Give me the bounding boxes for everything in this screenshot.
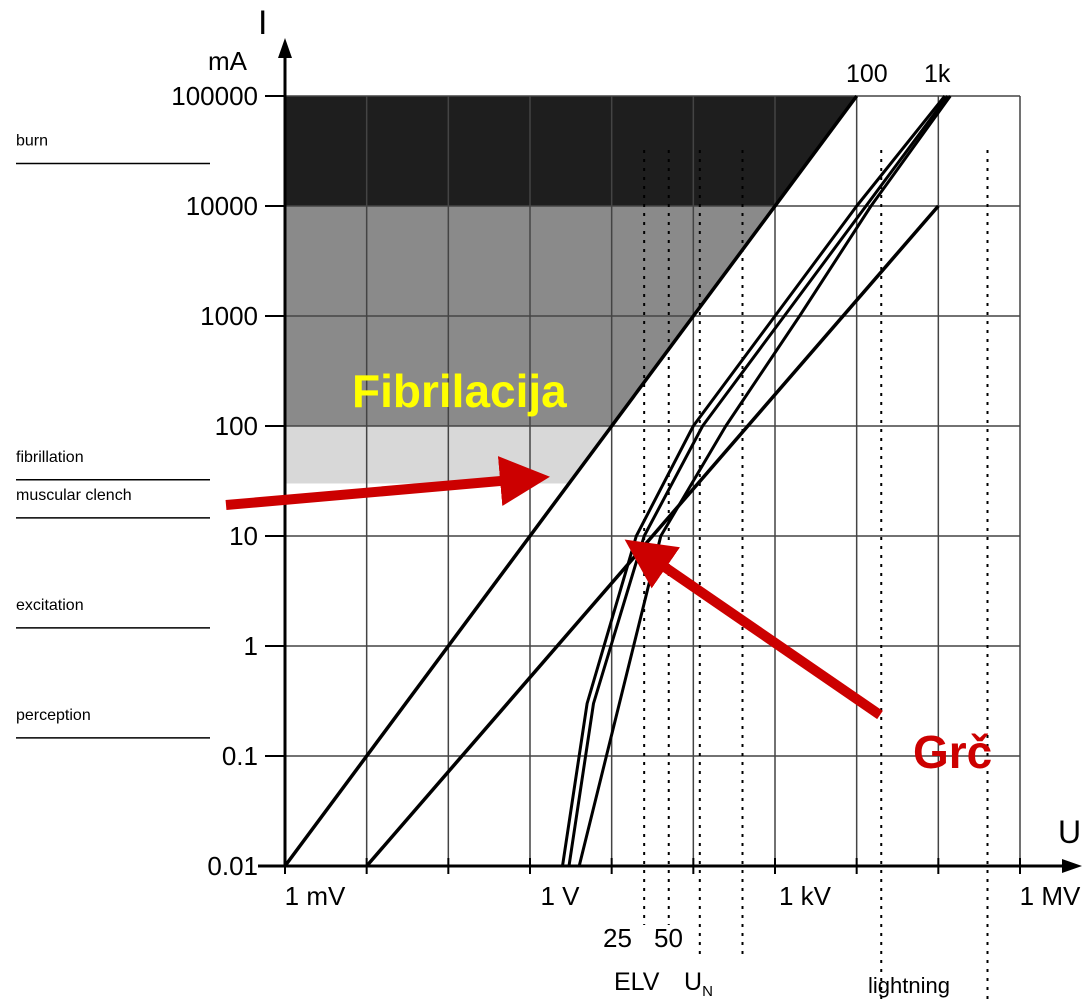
x-tick-label: 1 MV bbox=[1020, 881, 1081, 911]
y-axis-arrow bbox=[278, 38, 292, 58]
threshold-label: perception bbox=[16, 707, 91, 724]
y-tick-label: 0.1 bbox=[222, 741, 258, 771]
x-axis-label: U bbox=[1058, 814, 1081, 850]
y-tick-label: 100000 bbox=[171, 81, 258, 111]
voltage-50-label: 50 bbox=[654, 923, 683, 953]
elv-label: ELV bbox=[614, 968, 660, 996]
x-tick-label: 1 kV bbox=[779, 881, 832, 911]
grc-annotation: Grč bbox=[913, 726, 992, 778]
lightning-label: lightning bbox=[868, 973, 950, 998]
line-label-1k: 1k bbox=[924, 60, 951, 88]
x-axis-arrow bbox=[1062, 859, 1082, 873]
y-axis-unit: mA bbox=[208, 46, 248, 76]
series-line-body-curve-2 bbox=[567, 95, 949, 867]
y-tick-label: 100 bbox=[215, 411, 258, 441]
series-line-100 bbox=[283, 94, 859, 868]
series-line-body-curve-3 bbox=[577, 95, 952, 867]
y-tick-label: 1000 bbox=[200, 301, 258, 331]
y-axis-label: I bbox=[258, 4, 267, 42]
y-tick-label: 1 bbox=[244, 631, 258, 661]
series-lines bbox=[283, 94, 952, 868]
shade-dark-region bbox=[285, 96, 857, 206]
threshold-labels: burn fibrillation muscular clench excitatio… bbox=[16, 133, 210, 739]
threshold-label: burn bbox=[16, 133, 48, 150]
y-tick-label: 0.01 bbox=[207, 851, 258, 881]
threshold-label: muscular clench bbox=[16, 487, 132, 504]
grc-arrow bbox=[624, 539, 883, 720]
fibrilacija-annotation: Fibrilacija bbox=[352, 365, 567, 417]
y-tick-label: 10 bbox=[229, 521, 258, 551]
x-tick-label: 1 V bbox=[540, 881, 580, 911]
fibrilacija-arrow bbox=[225, 456, 550, 510]
axes bbox=[258, 38, 1082, 874]
series-line-1k bbox=[365, 204, 940, 868]
un-label: UN bbox=[684, 968, 713, 1000]
series-line-body-curve-1 bbox=[561, 95, 946, 867]
x-tick-label: 1 mV bbox=[285, 881, 346, 911]
voltage-25-label: 25 bbox=[603, 923, 632, 953]
line-label-100: 100 bbox=[846, 60, 888, 88]
y-tick-label: 10000 bbox=[186, 191, 258, 221]
threshold-label: fibrillation bbox=[16, 449, 84, 466]
tick-labels: 0.01 0.1 1 10 100 1000 10000 100000 1 mV 1 V 1 kV 1… bbox=[171, 81, 1081, 911]
threshold-label: excitation bbox=[16, 597, 84, 614]
